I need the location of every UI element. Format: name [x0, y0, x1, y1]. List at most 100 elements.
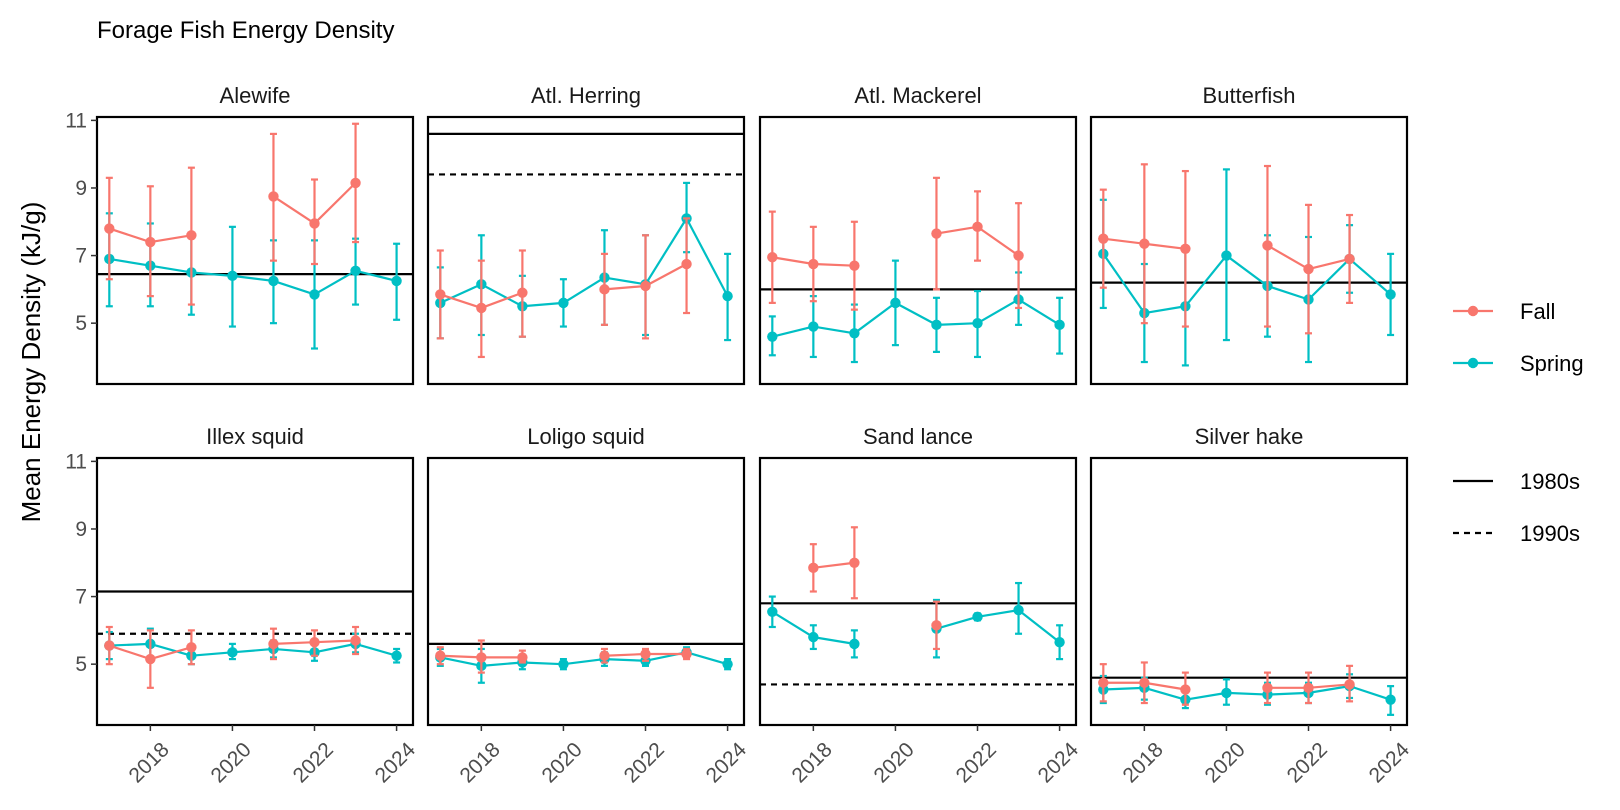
spring-line-segment [604, 657, 646, 662]
fall-point [1344, 679, 1355, 690]
spring-line-segment [314, 642, 356, 654]
spring-line-segment [1103, 686, 1145, 691]
fall-point [1139, 238, 1150, 249]
spring-point [890, 297, 901, 309]
spring-point [972, 611, 983, 623]
fall-series [435, 639, 692, 674]
x-tick-label: 2022 [952, 738, 1001, 787]
panel-illex-squid: Illex squid 5 7 9 11 2018 2020 2022 2024 [65, 424, 420, 787]
fall-point [186, 230, 197, 241]
fall-point [186, 642, 197, 653]
spring-line-segment [1226, 691, 1268, 696]
fall-point [517, 287, 528, 298]
panel-title: Loligo squid [527, 424, 644, 449]
fall-line-segment [440, 654, 482, 659]
fall-point [1098, 677, 1109, 688]
fall-point [1303, 682, 1314, 694]
spring-line-segment [1185, 691, 1227, 701]
spring-point [558, 658, 569, 670]
spring-line-segment [1267, 284, 1309, 301]
spring-line-segment [150, 264, 192, 274]
spring-point [227, 647, 238, 658]
fall-line-segment [1308, 257, 1350, 271]
spring-line-segment [644, 217, 688, 285]
fall-point [350, 635, 361, 646]
fall-point [1013, 250, 1024, 261]
y-tick-label: 5 [75, 312, 87, 335]
spring-point [1013, 604, 1024, 616]
spring-point [268, 275, 279, 287]
fall-series [104, 122, 361, 306]
spring-line-segment [977, 609, 1019, 618]
spring-line-segment [976, 298, 1020, 325]
fall-point [1262, 240, 1273, 251]
fall-point [476, 302, 487, 314]
spring-line-segment [481, 661, 523, 667]
fall-line-segment [272, 195, 316, 225]
spring-line-segment [1349, 685, 1391, 701]
fall-point [808, 258, 819, 270]
spring-line-segment [1017, 609, 1061, 644]
spring-point [350, 265, 361, 276]
fall-point [599, 284, 610, 295]
fall-point [681, 258, 692, 270]
legend-1990s-label: 1990s [1520, 521, 1580, 546]
panel-title: Silver hake [1195, 424, 1304, 449]
spring-series [767, 259, 1065, 364]
fall-point [1180, 243, 1191, 255]
fall-point [268, 191, 279, 202]
x-tick-label: 2020 [1201, 738, 1250, 787]
spring-line-segment [771, 610, 814, 639]
fall-line-segment [1308, 683, 1350, 689]
panels: Alewife 5 7 9 11 Atl. Herring Atl. Mackerel But… [65, 83, 1414, 787]
y-tick-label: 11 [65, 109, 87, 132]
spring-point [808, 631, 819, 643]
fall-series [435, 217, 692, 359]
fall-line-segment [813, 561, 855, 569]
spring-line-segment [232, 647, 274, 654]
fall-point [640, 280, 651, 292]
spring-point [849, 328, 860, 339]
fall-point [767, 252, 778, 263]
y-tick-label: 11 [65, 450, 87, 473]
spring-line-segment [191, 271, 233, 277]
spring-point [849, 638, 860, 650]
x-tick-label: 2024 [1034, 738, 1084, 788]
panel-title: Illex squid [206, 424, 304, 449]
fall-point [808, 562, 819, 574]
fall-line-segment [313, 182, 357, 225]
spring-point [808, 321, 819, 332]
fall-line-segment [1144, 681, 1186, 691]
x-tick-label: 2020 [207, 738, 256, 787]
x-tick-label: 2022 [289, 738, 338, 787]
panel-border [426, 115, 746, 386]
y-tick-label: 5 [75, 653, 87, 676]
spring-line-segment [1348, 258, 1392, 296]
spring-point [391, 650, 402, 661]
x-tick-label: 2020 [870, 738, 919, 787]
panel-sand-lance: Sand lance 2018 2020 2022 2024 [758, 424, 1084, 788]
fall-line-segment [108, 644, 151, 661]
fall-point [599, 650, 610, 661]
spring-line-segment [109, 257, 151, 267]
spring-line-segment [1308, 685, 1350, 694]
spring-point [1221, 687, 1232, 699]
fall-line-segment [772, 256, 814, 266]
fall-line-segment [150, 234, 192, 244]
panel-border [426, 456, 746, 727]
fall-line-segment [936, 225, 978, 235]
fall-point [640, 648, 651, 660]
spring-line-segment [109, 642, 151, 647]
y-tick-label: 9 [75, 518, 87, 541]
fall-point [849, 260, 860, 271]
legend: Fall Spring 1980s 1990s [1453, 299, 1584, 546]
fall-point [931, 228, 942, 239]
spring-line-segment [853, 302, 897, 335]
spring-point [227, 270, 238, 282]
fall-point [145, 236, 156, 248]
legend-fall-point [1467, 305, 1479, 317]
spring-line-segment [1144, 305, 1186, 315]
fall-point [1303, 263, 1314, 275]
fall-point [517, 652, 528, 663]
